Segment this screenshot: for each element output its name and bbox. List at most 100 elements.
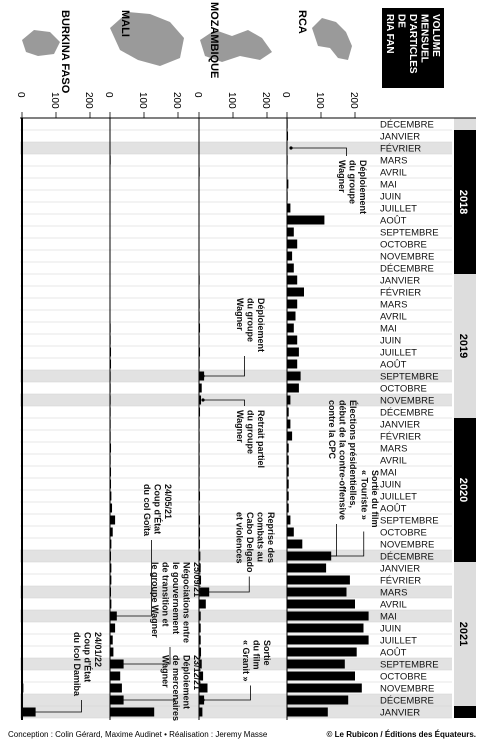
month-label: DÉCEMBRE (380, 408, 434, 419)
annotation: du lcol Damiba (72, 632, 82, 697)
month-label: MARS (380, 300, 407, 311)
bar (199, 671, 204, 681)
bar (22, 551, 23, 561)
month-label: FÉVRIER (380, 288, 421, 299)
row-highlight (20, 550, 452, 562)
bar (287, 683, 362, 693)
bar (287, 539, 303, 549)
month-label: FÉVRIER (380, 576, 421, 587)
bar (110, 323, 111, 333)
bar (199, 563, 201, 573)
chart-title: DE (396, 14, 407, 28)
x-tick-label: 100 (226, 92, 237, 109)
month-label: JUILLET (380, 492, 417, 503)
annotation-leader (203, 399, 245, 406)
bar (287, 611, 369, 621)
month-label: DÉCEMBRE (380, 696, 434, 707)
bar (287, 575, 350, 585)
bar (110, 443, 112, 453)
bar (199, 167, 200, 177)
annotation-leader (114, 647, 171, 665)
annotation-dot (112, 698, 116, 702)
rca-shape (312, 18, 352, 60)
annotation-leader (114, 540, 152, 617)
year-band (454, 118, 476, 130)
bar (287, 203, 291, 213)
burkina-shape (22, 30, 60, 56)
bar (287, 527, 294, 537)
bar (199, 623, 201, 633)
bar (110, 671, 121, 681)
bar (287, 671, 355, 681)
annotation-dot (201, 374, 205, 378)
bar (110, 431, 111, 441)
annotation: Retrait partiel (256, 410, 266, 468)
bar (199, 335, 200, 345)
bar (110, 479, 112, 489)
month-label: SEPTEMBRE (380, 228, 439, 239)
annotation: Déploiement (358, 160, 368, 214)
annotation: combats au (256, 512, 266, 562)
month-label: MARS (380, 588, 407, 599)
bar (287, 323, 294, 333)
bar (199, 707, 203, 717)
bar (199, 635, 201, 645)
bar (22, 491, 23, 501)
x-tick-label: 100 (314, 92, 325, 109)
bar (110, 635, 113, 645)
month-label: SEPTEMBRE (380, 372, 439, 383)
bar (287, 251, 293, 261)
bar (199, 611, 201, 621)
bar (199, 479, 200, 489)
bar (110, 395, 111, 405)
bar (287, 647, 357, 657)
credits: Conception : Colin Gérard, Maxime Audine… (8, 730, 268, 739)
annotation: et violences (235, 512, 245, 564)
chart-title: D'ARTICLES (407, 14, 418, 74)
month-label: NOVEMBRE (380, 540, 434, 551)
bar (287, 515, 291, 525)
annotation: Cabo Delgado (245, 512, 255, 573)
bar (110, 599, 112, 609)
month-label: JANVIER (380, 564, 420, 575)
silhouettes (22, 12, 352, 66)
bar (199, 527, 201, 537)
bar (199, 551, 201, 561)
annotation: du groupe (246, 410, 256, 454)
year-band (454, 274, 476, 418)
month-label: AOÛT (380, 360, 407, 371)
annotation: du groupe (348, 160, 358, 204)
bar (110, 539, 112, 549)
month-label: NOVEMBRE (380, 252, 434, 263)
bar (110, 155, 111, 165)
bar (199, 503, 200, 513)
annotation: Wagner (235, 298, 245, 331)
annotation-dot (24, 710, 28, 714)
bar (110, 359, 112, 369)
bar (199, 443, 200, 453)
bar (287, 335, 298, 345)
annotation: 24/05/21 (163, 484, 173, 519)
x-tick-label: 0 (15, 92, 26, 98)
bar (287, 599, 355, 609)
annotation-leader (291, 531, 365, 557)
annotation: Négociations entre (182, 562, 192, 643)
annotation: Sortie (262, 640, 272, 666)
month-label: JUIN (380, 192, 401, 203)
chart-title: RIA FAN (384, 14, 395, 54)
title-box (382, 8, 444, 88)
annotation: Coup d'État (83, 632, 93, 682)
month-label: OCTOBRE (380, 528, 427, 539)
month-label: JUILLET (380, 204, 417, 215)
annotation: 24/01/22 (93, 632, 103, 667)
annotation-dot (112, 614, 116, 618)
month-label: OCTOBRE (380, 240, 427, 251)
annotation: Reprise des (266, 512, 276, 563)
bar (287, 179, 289, 189)
bar (287, 431, 293, 441)
bar (287, 623, 364, 633)
annotation: « Granit » (241, 640, 251, 682)
bar (110, 335, 111, 345)
month-label: AVRIL (380, 456, 407, 467)
annotation: du groupe (246, 298, 256, 342)
